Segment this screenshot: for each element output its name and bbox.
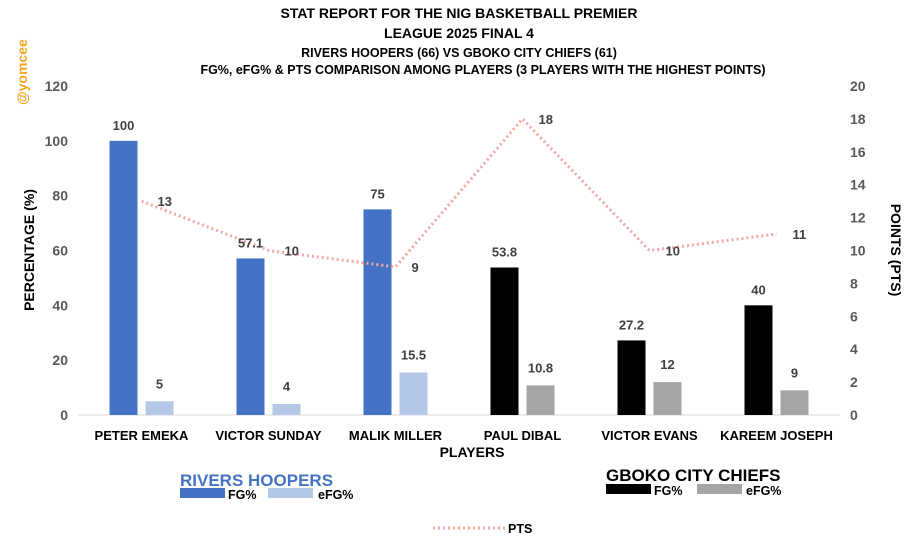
bar-efg — [272, 404, 301, 415]
y-axis-ticks: 0 20 40 60 80 100 120 — [45, 78, 69, 423]
y-tick-label: 20 — [52, 352, 68, 368]
chart-subtitle-line-1: RIVERS HOOPERS (66) VS GBOKO CITY CHIEFS… — [301, 46, 617, 60]
data-label-pts: 10 — [285, 244, 299, 259]
data-label-pts: 11 — [793, 227, 807, 242]
category-label: VICTOR EVANS — [601, 428, 698, 443]
bar-efg — [399, 372, 428, 415]
y2-tick-label: 18 — [850, 111, 866, 127]
legend-rivers-efg-label: eFG% — [318, 488, 353, 502]
pts-series-line — [140, 116, 777, 269]
data-label-fg: 57.1 — [238, 235, 263, 250]
bar-efg — [145, 401, 174, 415]
chart-title-line-2: LEAGUE 2025 FINAL 4 — [384, 25, 534, 41]
legend-gboko: GBOKO CITY CHIEFS FG% eFG% — [606, 466, 781, 498]
y2-tick-label: 20 — [850, 78, 866, 94]
data-label-efg: 12 — [660, 357, 674, 372]
y2-tick-label: 2 — [850, 374, 858, 390]
y-tick-label: 40 — [52, 297, 68, 313]
category-label: KAREEM JOSEPH — [720, 428, 833, 443]
data-label-efg: 5 — [156, 376, 163, 391]
y2-axis-title: POINTS (PTS) — [888, 204, 904, 297]
bar-fg — [363, 209, 392, 415]
category-label: MALIK MILLER — [349, 428, 443, 443]
category-labels: PETER EMEKA VICTOR SUNDAY MALIK MILLER PAUL… — [95, 428, 833, 443]
y2-tick-label: 14 — [850, 177, 866, 193]
data-label-fg: 27.2 — [619, 317, 644, 332]
y-tick-label: 60 — [52, 243, 68, 259]
data-label-pts: 18 — [539, 112, 553, 127]
legend-gboko-title: GBOKO CITY CHIEFS — [606, 466, 780, 485]
legend-gboko-fg-label: FG% — [654, 484, 682, 498]
legend-gboko-efg-swatch — [697, 484, 742, 494]
legend-gboko-fg-swatch — [606, 484, 651, 494]
category-label: VICTOR SUNDAY — [215, 428, 322, 443]
y-axis-title: PERCENTAGE (%) — [21, 189, 37, 311]
data-label-efg: 9 — [791, 365, 798, 380]
y2-tick-label: 12 — [850, 210, 866, 226]
bar-efg — [526, 385, 555, 415]
y2-axis-ticks: 0 2 4 6 8 10 12 14 16 18 20 — [850, 78, 866, 423]
y-tick-label: 100 — [45, 133, 69, 149]
data-label-pts: 10 — [666, 244, 680, 259]
data-label-efg: 4 — [283, 379, 291, 394]
legend-pts: PTS — [433, 522, 532, 536]
bar-fg — [490, 267, 519, 415]
category-label: PETER EMEKA — [95, 428, 190, 443]
data-label-fg: 40 — [751, 282, 765, 297]
y2-tick-label: 16 — [850, 144, 866, 160]
y2-tick-label: 8 — [850, 275, 858, 291]
data-label-fg: 75 — [370, 186, 384, 201]
data-label-pts: 13 — [158, 194, 172, 209]
bar-efg — [653, 382, 682, 415]
legend-pts-label: PTS — [508, 522, 532, 536]
x-axis-title: PLAYERS — [440, 444, 505, 460]
legend-rivers-title: RIVERS HOOPERS — [180, 471, 333, 490]
bars-layer — [109, 140, 809, 416]
y-tick-label: 0 — [60, 407, 68, 423]
bar-efg — [780, 390, 809, 415]
bar-fg — [236, 258, 265, 415]
data-label-efg: 10.8 — [528, 360, 553, 375]
chart-subtitle-line-2: FG%, eFG% & PTS COMPARISON AMONG PLAYERS… — [200, 63, 765, 77]
data-label-fg: 53.8 — [492, 244, 517, 259]
y-tick-label: 80 — [52, 188, 68, 204]
data-label-fg: 100 — [113, 118, 135, 133]
legend-rivers: RIVERS HOOPERS FG% eFG% — [180, 471, 353, 502]
data-labels-layer: 100 5 57.1 4 75 15.5 53.8 10.8 27.2 12 40 9 13 10 9 18 1… — [113, 112, 807, 394]
y-tick-label: 120 — [45, 78, 69, 94]
legend-rivers-fg-label: FG% — [228, 488, 256, 502]
y2-tick-label: 10 — [850, 243, 866, 259]
y2-tick-label: 0 — [850, 407, 858, 423]
legend-gboko-efg-label: eFG% — [746, 484, 781, 498]
bar-fg — [744, 305, 773, 415]
data-label-pts: 9 — [412, 260, 419, 275]
bar-fg — [109, 140, 138, 416]
legend-rivers-efg-swatch — [268, 488, 313, 498]
category-label: PAUL DIBAL — [484, 428, 562, 443]
y2-tick-label: 6 — [850, 308, 858, 324]
y2-tick-label: 4 — [850, 341, 858, 357]
pts-line-layer — [140, 116, 777, 269]
legend-rivers-fg-swatch — [180, 488, 225, 498]
chart-title-line-1: STAT REPORT FOR THE NIG BASKETBALL PREMI… — [280, 5, 637, 21]
data-label-efg: 15.5 — [401, 348, 426, 363]
bar-fg — [617, 340, 646, 415]
watermark: @yomcee — [14, 39, 30, 105]
